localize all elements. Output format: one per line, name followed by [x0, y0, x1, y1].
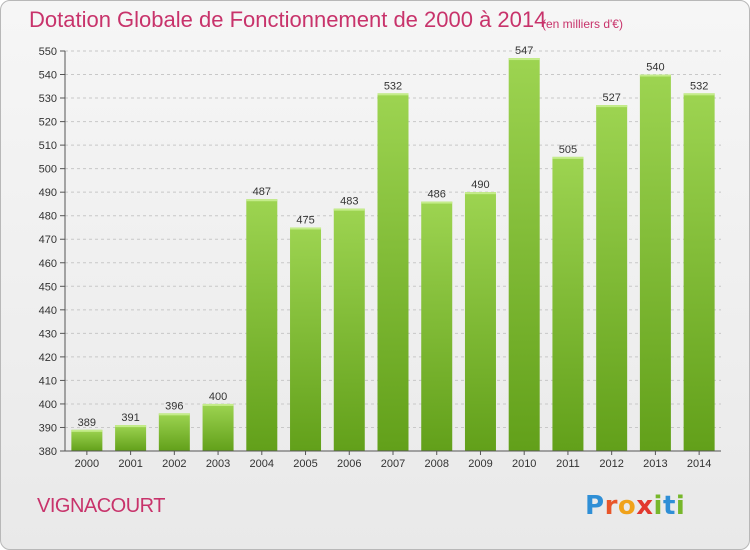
bar-2004 [246, 199, 278, 451]
bar-2008 [421, 201, 453, 451]
value-label-2009: 490 [471, 179, 489, 191]
y-tick-label: 510 [39, 140, 57, 152]
y-axis: 380 390 400 410 420 430 440 450 460 470 480 490 500 5… [39, 46, 66, 458]
x-tick-label-2013: 2013 [643, 458, 667, 470]
value-label-2003: 400 [209, 391, 227, 403]
bar-top-highlight [115, 425, 147, 428]
y-tick-label: 520 [39, 117, 57, 129]
bar-top-highlight [552, 156, 584, 159]
x-tick-label-2011: 2011 [556, 458, 580, 470]
value-label-2005: 475 [296, 214, 314, 226]
value-label-2012: 527 [602, 92, 620, 104]
bar-top-highlight [290, 227, 322, 230]
bar-2003 [202, 403, 234, 451]
bar-2002 [158, 413, 190, 451]
bar-top-highlight [377, 93, 409, 96]
bar-top-highlight [333, 208, 365, 211]
x-tick-label-2001: 2001 [118, 458, 142, 470]
y-tick-label: 490 [39, 187, 57, 199]
y-tick-label: 470 [39, 234, 57, 246]
y-tick-label: 400 [39, 399, 57, 411]
x-tick-label-2014: 2014 [687, 458, 711, 470]
bar-2007 [377, 93, 409, 452]
value-label-2014: 532 [690, 80, 708, 92]
commune-name: VIGNACOURT [37, 495, 165, 517]
bar-2013 [639, 74, 671, 451]
x-tick-label-2000: 2000 [75, 458, 99, 470]
value-label-2013: 540 [646, 62, 664, 74]
x-tick-label-2007: 2007 [381, 458, 405, 470]
x-tick-label-2012: 2012 [599, 458, 623, 470]
x-axis: 2000 2001 2002 2003 2004 2005 2006 2007 2008 2009… [65, 450, 721, 470]
bar-2005 [290, 227, 322, 451]
y-tick-label: 550 [39, 46, 57, 58]
y-tick-label: 380 [39, 446, 57, 458]
value-label-2011: 505 [559, 144, 577, 156]
bar-top-highlight [202, 403, 234, 406]
bar-top-highlight [508, 58, 540, 61]
bar-top-highlight [596, 105, 628, 108]
y-tick-label: 430 [39, 328, 57, 340]
bar-top-highlight [71, 429, 103, 432]
y-tick-label: 420 [39, 352, 57, 364]
bar-top-highlight [158, 413, 190, 416]
value-label-2010: 547 [515, 45, 533, 57]
x-tick-label-2003: 2003 [206, 458, 230, 470]
bar-2012 [596, 105, 628, 451]
y-tick-label: 540 [39, 70, 57, 82]
y-tick-label: 410 [39, 375, 57, 387]
y-tick-label: 460 [39, 258, 57, 270]
bar-2006 [333, 208, 365, 451]
bars [71, 58, 715, 452]
x-tick-label-2009: 2009 [468, 458, 492, 470]
y-tick-label: 450 [39, 281, 57, 293]
value-label-2008: 486 [428, 189, 446, 201]
value-label-2000: 389 [78, 417, 96, 429]
bar-2010 [508, 58, 540, 451]
chart-title: Dotation Globale de Fonctionnement de 20… [29, 7, 547, 32]
value-label-2001: 391 [121, 412, 139, 424]
x-tick-label-2005: 2005 [293, 458, 317, 470]
x-tick-label-2008: 2008 [424, 458, 448, 470]
x-tick-label-2006: 2006 [337, 458, 361, 470]
x-tick-label-2002: 2002 [162, 458, 186, 470]
x-tick-label-2004: 2004 [250, 458, 274, 470]
bar-top-highlight [639, 74, 671, 77]
bar-2001 [115, 425, 147, 451]
value-label-2004: 487 [253, 186, 271, 198]
x-tick-label-2010: 2010 [512, 458, 536, 470]
bar-2011 [552, 156, 584, 451]
y-tick-label: 480 [39, 211, 57, 223]
y-tick-label: 530 [39, 93, 57, 105]
value-label-2006: 483 [340, 196, 358, 208]
bar-top-highlight [246, 199, 278, 202]
bar-top-highlight [421, 201, 453, 204]
value-labels: 389 391 396 400 487 475 483 532 486 490 547 505 527 5… [78, 45, 709, 429]
proxiti-logo[interactable]: Proxiti [585, 491, 686, 521]
y-tick-label: 440 [39, 305, 57, 317]
bar-2000 [71, 429, 103, 451]
bar-2009 [464, 192, 496, 452]
y-tick-label: 500 [39, 164, 57, 176]
bar-top-highlight [683, 93, 715, 96]
bar-2014 [683, 93, 715, 452]
value-label-2002: 396 [165, 400, 183, 412]
bar-top-highlight [464, 192, 496, 195]
y-tick-label: 390 [39, 422, 57, 434]
value-label-2007: 532 [384, 80, 402, 92]
chart-subtitle: (en milliers d'€) [542, 17, 623, 31]
